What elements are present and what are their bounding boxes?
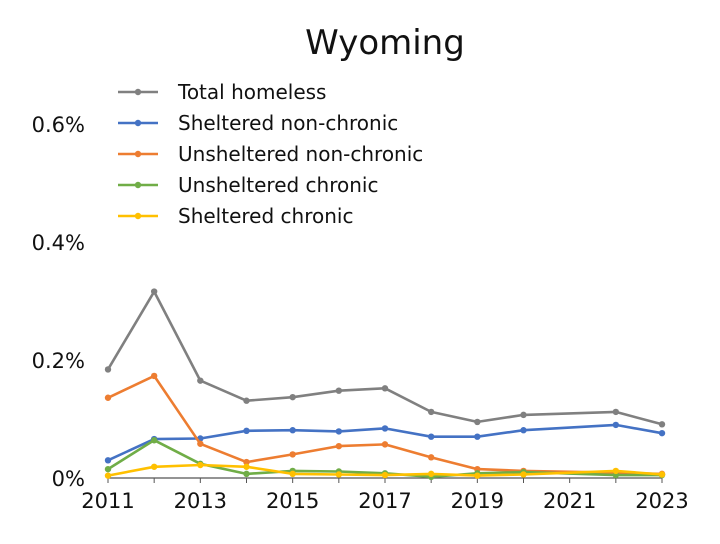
data-point bbox=[150, 372, 158, 380]
series-line bbox=[107, 374, 663, 476]
data-point bbox=[289, 470, 296, 478]
data-point bbox=[243, 458, 250, 466]
legend-label: Unsheltered non-chronic bbox=[178, 142, 423, 166]
legend-marker bbox=[134, 150, 142, 158]
series-total-homeless bbox=[104, 288, 666, 428]
series-sheltered-non-chronic bbox=[104, 421, 666, 464]
y-axis-ticks: 0% 0.2% 0.4% 0.6% bbox=[32, 113, 85, 491]
data-point bbox=[289, 393, 296, 401]
data-point bbox=[335, 387, 343, 394]
data-point bbox=[658, 421, 666, 428]
chart-title: Wyoming bbox=[305, 23, 465, 63]
data-point bbox=[658, 429, 666, 437]
x-tick-label: 2013 bbox=[174, 489, 227, 513]
data-point bbox=[197, 377, 204, 384]
legend-marker bbox=[134, 88, 142, 96]
x-tick-label: 2011 bbox=[81, 489, 134, 513]
data-point bbox=[381, 441, 389, 448]
y-tick-label: 0% bbox=[52, 467, 85, 491]
data-point bbox=[658, 471, 666, 478]
data-point bbox=[427, 454, 435, 461]
legend-item: Sheltered non-chronic bbox=[118, 111, 398, 135]
y-tick-label: 0.2% bbox=[32, 349, 85, 373]
data-point bbox=[474, 472, 481, 479]
legend-label: Unsheltered chronic bbox=[178, 173, 378, 197]
data-point bbox=[335, 442, 343, 450]
data-point bbox=[104, 472, 112, 479]
data-point bbox=[612, 408, 620, 416]
data-point bbox=[150, 463, 158, 470]
data-point bbox=[381, 471, 389, 479]
data-point bbox=[474, 418, 481, 426]
data-point bbox=[427, 470, 435, 478]
legend-marker bbox=[134, 119, 142, 127]
data-point bbox=[104, 366, 112, 373]
x-tick-label: 2023 bbox=[635, 489, 688, 513]
y-tick-label: 0.6% bbox=[32, 113, 85, 137]
data-point bbox=[289, 427, 296, 434]
data-point bbox=[427, 408, 435, 416]
data-point bbox=[520, 411, 527, 419]
x-tick-label: 2017 bbox=[358, 489, 411, 513]
data-point bbox=[243, 397, 250, 404]
data-point bbox=[197, 440, 204, 447]
series-line bbox=[106, 290, 663, 426]
data-point bbox=[197, 461, 204, 469]
series-line bbox=[107, 423, 663, 462]
data-point bbox=[243, 463, 250, 470]
data-point bbox=[335, 471, 343, 478]
data-point bbox=[520, 427, 527, 434]
legend-label: Sheltered non-chronic bbox=[178, 111, 398, 135]
legend-label: Total homeless bbox=[177, 80, 326, 104]
legend-item: Unsheltered non-chronic bbox=[118, 142, 423, 166]
data-point bbox=[612, 421, 620, 429]
x-tick-label: 2021 bbox=[543, 489, 596, 513]
legend: Total homeless Sheltered non-chronic Unshe… bbox=[118, 80, 423, 228]
x-tick-label: 2019 bbox=[451, 489, 504, 513]
legend-item: Unsheltered chronic bbox=[118, 173, 378, 197]
data-point bbox=[289, 451, 296, 458]
x-axis: 2011 2013 2015 2017 2019 2021 2023 bbox=[81, 477, 689, 513]
series-line bbox=[107, 463, 663, 477]
data-point bbox=[427, 433, 435, 440]
data-point bbox=[243, 427, 250, 434]
data-point bbox=[104, 457, 112, 464]
legend-item: Total homeless bbox=[118, 80, 326, 104]
data-point bbox=[612, 467, 620, 475]
data-point bbox=[520, 471, 527, 478]
data-point bbox=[335, 428, 343, 435]
legend-item: Sheltered chronic bbox=[118, 204, 353, 228]
data-point bbox=[104, 465, 112, 473]
data-point bbox=[243, 470, 250, 478]
legend-marker bbox=[134, 181, 142, 189]
y-tick-label: 0.4% bbox=[32, 231, 85, 255]
x-tick-label: 2015 bbox=[266, 489, 319, 513]
legend-marker bbox=[134, 212, 142, 220]
data-point bbox=[474, 433, 481, 440]
data-point bbox=[381, 385, 389, 392]
data-point bbox=[150, 288, 158, 295]
data-point bbox=[381, 425, 389, 432]
data-point bbox=[104, 394, 112, 401]
data-point bbox=[150, 437, 158, 444]
series-layer bbox=[104, 288, 666, 481]
series-sheltered-chronic bbox=[104, 461, 666, 479]
legend-label: Sheltered chronic bbox=[178, 204, 353, 228]
